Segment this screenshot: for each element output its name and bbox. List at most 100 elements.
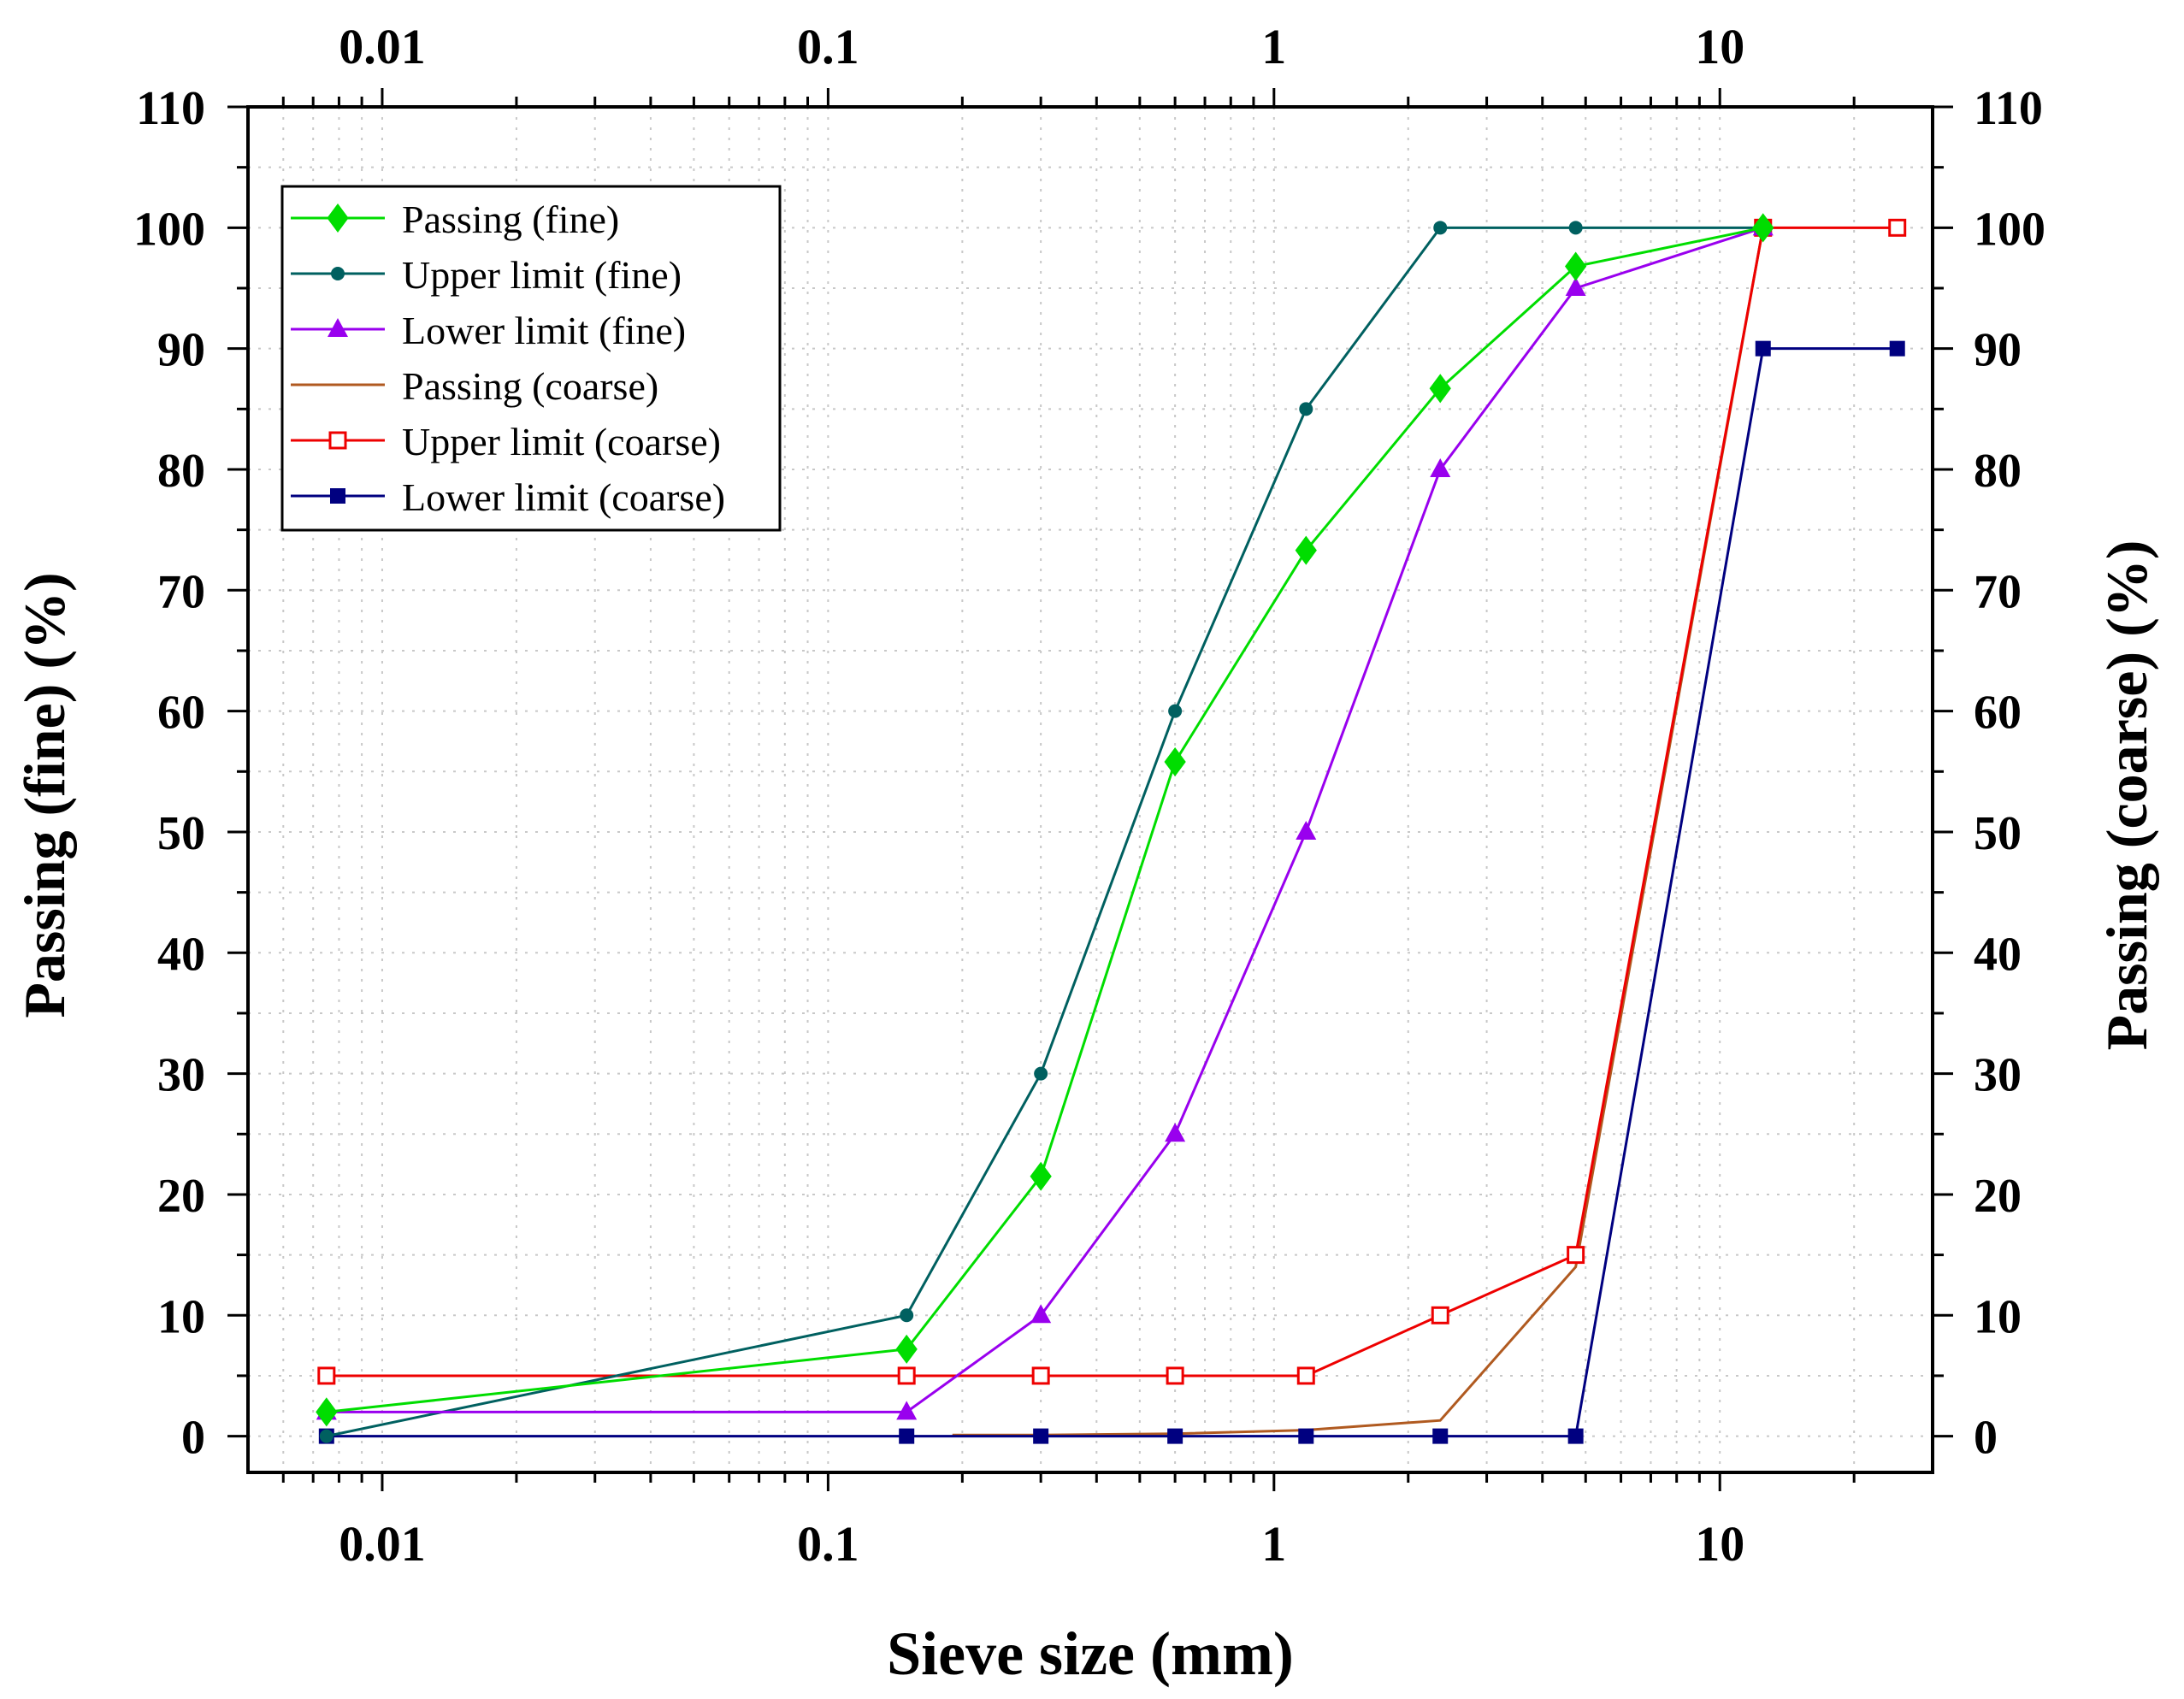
series-lower-limit-coarse [318,340,1905,1444]
y-tick-label-left: 0 [181,1412,205,1465]
data-point [1565,251,1587,281]
y-tick-label-right: 100 [1974,203,2045,256]
legend-label: Lower limit (fine) [402,309,686,352]
series-line [326,226,1764,1413]
data-point [319,1429,334,1443]
data-point [1568,221,1583,235]
legend-item: Upper limit (coarse) [291,420,721,463]
legend: Passing (fine) Upper limit (fine) Lower li… [280,185,782,532]
data-point [1429,374,1451,404]
plot-frame [246,105,1934,1474]
legend-item: Passing (fine) [291,198,619,241]
legend-item: Passing (coarse) [291,364,658,408]
y-tick-label-left: 50 [157,807,205,860]
y-tick-label-left: 40 [157,928,205,981]
x-tick-label-top: 0.01 [339,19,426,74]
legend-swatch-marker [330,488,345,504]
data-point [1296,1366,1315,1385]
data-point [1752,213,1774,243]
x-tick-label: 0.1 [797,1516,859,1572]
y-tick-label-left: 20 [157,1170,205,1223]
data-point [1030,1304,1052,1324]
y-tick-label-right: 70 [1974,565,2022,618]
y-tick-label-left: 80 [157,445,205,498]
y-tick-label-left: 100 [133,203,205,256]
legend-box [280,185,782,532]
data-point [1889,340,1905,357]
legend-swatch-marker [327,203,349,233]
data-point [1433,221,1448,235]
data-point [895,1334,918,1364]
y-tick-label-right: 90 [1974,324,2022,377]
x-tick-label: 1 [1261,1516,1286,1572]
y-tick-label-right: 110 [1974,82,2043,135]
data-point [1295,535,1317,565]
y-tick-label-right: 0 [1974,1412,1998,1465]
legend-item: Lower limit (fine) [291,309,686,352]
y-tick-label-left: 10 [157,1290,205,1343]
x-axis-title: Sieve size (mm) [887,1619,1294,1688]
y-tick-label-right: 20 [1974,1170,2022,1223]
y-tick-label-right: 30 [1974,1049,2022,1102]
legend-label: Lower limit (coarse) [402,475,725,519]
data-point [1031,1366,1050,1385]
y-tick-label-left: 70 [157,565,205,618]
data-point [1567,1246,1585,1265]
data-point [1034,1066,1048,1081]
series-line [326,226,1763,1438]
data-point [1298,1428,1314,1444]
data-point [317,1366,336,1385]
legend-item: Lower limit (coarse) [291,475,725,519]
y-tick-label-left: 60 [157,687,205,740]
y-tick-label-right: 10 [1974,1290,2022,1343]
series [316,213,1907,1444]
legend-swatch-marker [331,267,345,280]
y-tick-label-right: 80 [1974,445,2022,498]
x-tick-label: 10 [1695,1516,1744,1572]
data-point [1567,1428,1584,1444]
data-point [1167,1428,1183,1444]
series-line [326,226,1764,1413]
data-point [1431,1306,1449,1324]
legend-label: Upper limit (coarse) [402,420,721,463]
data-point [1168,704,1183,718]
legend-label: Upper limit (fine) [402,253,682,297]
y-tick-label-right: 40 [1974,928,2022,981]
data-point [316,1397,338,1427]
data-point [1164,746,1186,777]
x-tick-label-top: 10 [1695,19,1744,74]
data-point [1299,402,1313,416]
x-tick-label-top: 1 [1261,19,1286,74]
legend-label: Passing (fine) [402,198,619,241]
y-tick-label-left: 90 [157,324,205,377]
y-tick-label-left: 30 [157,1049,205,1102]
data-point [1030,1161,1052,1191]
data-point [900,1308,914,1323]
y-tick-label-right: 50 [1974,807,2022,860]
data-point [1755,340,1771,357]
data-point [896,1401,918,1420]
data-point [1565,276,1586,296]
x-tick-label-top: 0.1 [797,19,859,74]
legend-label: Passing (coarse) [402,364,658,408]
data-point [897,1366,916,1385]
series-upper-limit-coarse [317,218,1907,1385]
data-point [1888,218,1907,237]
data-point [1165,1123,1186,1142]
series-passing-fine [316,213,1774,1427]
y-tick-label-left: 110 [136,82,205,135]
legend-swatch-marker [328,431,347,450]
data-point [899,1428,915,1444]
data-point [1296,820,1317,840]
data-point [1166,1366,1184,1385]
data-point [1033,1428,1049,1444]
y-tick-label-right: 60 [1974,687,2022,740]
data-point [1432,1428,1449,1444]
data-point [1430,457,1451,477]
legend-item: Upper limit (fine) [291,253,682,297]
legend-swatch-marker [328,318,348,337]
y-axis-right-title: Passing (coarse) (%) [2094,540,2159,1051]
y-axis-left-title: Passing (fine) (%) [12,572,77,1018]
